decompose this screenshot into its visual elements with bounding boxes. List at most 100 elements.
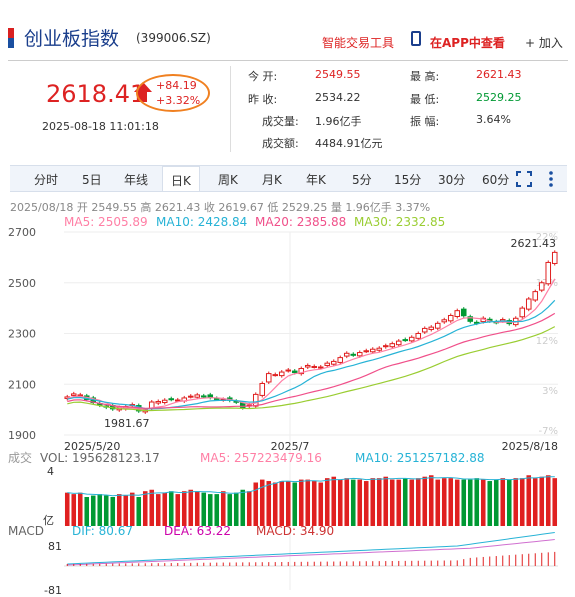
volume-bar <box>233 492 239 526</box>
candle-body <box>519 307 526 318</box>
volume-ma5-legend: MA5: 257223479.16 <box>200 451 322 465</box>
volume-bar <box>311 481 317 526</box>
right-axis-tick: 3% <box>542 386 558 397</box>
tab-year-line[interactable]: 年线 <box>124 173 149 187</box>
prev-close-value: 2534.22 <box>315 91 361 104</box>
open-label: 今 开: <box>248 70 278 83</box>
volume-bar <box>188 489 194 526</box>
volume-value: 1.96亿手 <box>315 115 362 128</box>
volume-bar <box>324 478 330 526</box>
view-in-app-link[interactable]: 在APP中查看 <box>430 36 505 50</box>
volume-bar <box>318 482 324 526</box>
volume-bar <box>181 491 187 526</box>
volume-bar <box>448 478 454 526</box>
volume-bar <box>454 479 460 526</box>
min-price-label: 1981.67 <box>104 417 150 430</box>
add-button[interactable]: + 加入 <box>525 36 563 50</box>
tab-weekly-k[interactable]: 周K <box>218 173 238 187</box>
volume-bar <box>331 476 337 526</box>
current-price: 2618.41 <box>46 80 146 108</box>
volume-bar <box>77 492 83 526</box>
macd-dif-line <box>67 532 555 565</box>
tab-yearly-k[interactable]: 年K <box>306 173 326 187</box>
candle-body <box>408 336 415 342</box>
volume-bar <box>214 494 220 526</box>
ma30-legend: MA30: 2332.85 <box>354 215 446 229</box>
y-axis-tick: 2700 <box>8 226 36 239</box>
volume-bar <box>201 492 207 526</box>
candle-body <box>454 310 461 317</box>
title-marker <box>8 28 14 48</box>
volume-bar <box>415 478 421 526</box>
fullscreen-icon[interactable] <box>516 171 532 187</box>
candle-body <box>278 371 285 377</box>
amplitude-value: 3.64% <box>476 113 511 126</box>
tab-15min[interactable]: 15分 <box>394 173 422 187</box>
volume-bar <box>539 476 545 526</box>
candle-body <box>304 364 311 368</box>
candle-body <box>441 319 448 323</box>
candle-body <box>77 394 84 397</box>
tab-5min[interactable]: 5分 <box>352 173 372 187</box>
volume-bar <box>71 494 77 526</box>
volume-axis-top: 4 <box>47 465 54 478</box>
volume-bar <box>519 478 525 526</box>
volume-legend: VOL: 195628123.17 <box>40 451 160 465</box>
smart-trade-tools-link[interactable]: 智能交易工具 <box>322 36 395 50</box>
volume-bar <box>305 479 311 526</box>
amplitude-label: 振 幅: <box>410 115 440 128</box>
candle-body <box>337 357 344 363</box>
volume-bar <box>376 478 382 526</box>
tab-monthly-k[interactable]: 月K <box>262 173 282 187</box>
candle-body <box>330 360 337 365</box>
candle-body <box>155 401 162 404</box>
candle-body <box>317 366 324 369</box>
candle-body <box>473 321 480 324</box>
volume-bar <box>279 481 285 526</box>
high-label: 最 高: <box>410 70 440 83</box>
volume-bar <box>526 475 532 526</box>
volume-ma10-legend: MA10: 251257182.88 <box>355 451 485 465</box>
macd-axis-bottom: -81 <box>44 584 62 597</box>
volume-bar <box>396 479 402 526</box>
x-axis-label: 2025/5/20 <box>64 440 120 453</box>
ma30-line <box>67 326 556 412</box>
volume-bar <box>344 478 350 526</box>
macd-dea-line <box>67 539 555 566</box>
page-title: 创业板指数 <box>24 28 120 50</box>
more-options-icon[interactable] <box>546 170 556 188</box>
volume-bar <box>285 481 291 526</box>
candle-body <box>207 394 214 398</box>
volume-bar <box>493 479 499 526</box>
ma5-legend: MA5: 2505.89 <box>64 215 148 229</box>
volume-bar <box>292 482 298 526</box>
x-axis-label: 2025/8/18 <box>502 440 558 453</box>
candle-body <box>356 352 363 357</box>
volume-bar <box>123 495 129 526</box>
ma20-line <box>67 312 556 409</box>
volume-bar <box>467 479 473 526</box>
macd-value-legend: MACD: 34.90 <box>256 524 334 538</box>
volume-bar <box>175 494 181 526</box>
phone-icon <box>411 31 421 46</box>
candle-body <box>298 368 305 375</box>
tab-60min[interactable]: 60分 <box>482 173 510 187</box>
volume-bar <box>246 491 252 526</box>
volume-ma-line <box>67 476 555 497</box>
tab-daily-k[interactable]: 日K <box>162 166 200 191</box>
volume-bar <box>435 479 441 526</box>
tab-5day[interactable]: 5日 <box>82 173 102 187</box>
tab-intraday[interactable]: 分时 <box>34 173 59 187</box>
candle-body <box>415 333 422 339</box>
volume-bar <box>168 491 174 526</box>
change-value: +84.19 <box>156 79 197 92</box>
low-value: 2529.25 <box>476 91 522 104</box>
candle-body <box>421 327 428 333</box>
volume-bar <box>207 494 213 526</box>
candle-body <box>467 316 474 322</box>
volume-bar <box>487 481 493 526</box>
tab-30min[interactable]: 30分 <box>438 173 466 187</box>
candle-body <box>194 394 201 398</box>
volume-bar <box>545 475 551 526</box>
